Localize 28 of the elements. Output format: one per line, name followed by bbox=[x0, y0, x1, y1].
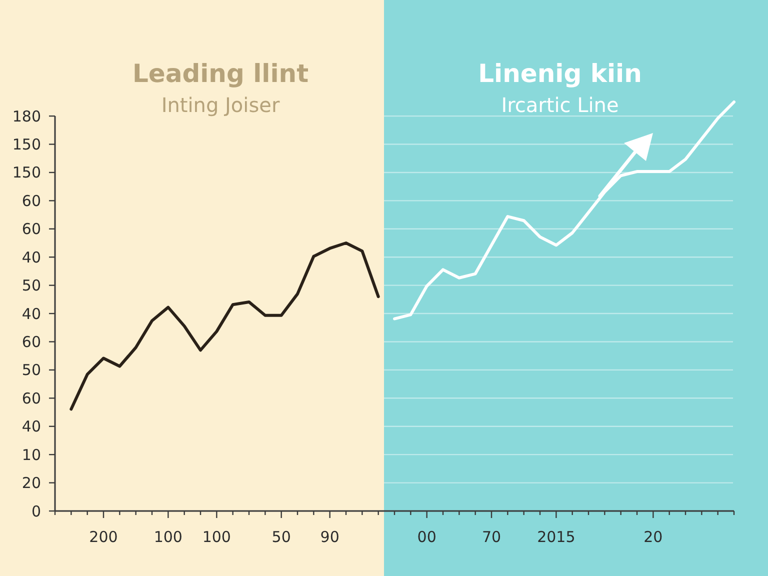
text: 50 bbox=[22, 276, 41, 295]
x-tick-label: 90 bbox=[320, 528, 340, 546]
text: 150 bbox=[12, 164, 41, 182]
chart-title: Linenig kiin bbox=[478, 59, 642, 88]
text: 10 bbox=[22, 446, 41, 464]
text: 60 bbox=[22, 192, 41, 210]
x-tick-label: 00 bbox=[417, 528, 436, 546]
text: 40 bbox=[22, 418, 41, 436]
x-tick-label: 2015 bbox=[537, 528, 576, 546]
x-tick-label: 70 bbox=[482, 528, 502, 546]
chart-subtitle: Inting Joiser bbox=[161, 93, 280, 117]
text: 40 bbox=[22, 248, 41, 266]
text: 20 bbox=[22, 474, 41, 492]
x-tick-label: 200 bbox=[89, 528, 118, 546]
x-tick-label: 50 bbox=[272, 528, 291, 546]
text: 60 bbox=[22, 389, 41, 408]
text: 150 bbox=[12, 136, 41, 154]
chart-title: Leading llint bbox=[132, 59, 309, 88]
text: 60 bbox=[22, 332, 41, 351]
x-tick-label: 100 bbox=[154, 528, 182, 546]
text: 50 bbox=[22, 361, 41, 380]
text: 40 bbox=[22, 304, 41, 323]
text: 180 bbox=[12, 107, 41, 126]
chart-subtitle: Ircartic Line bbox=[501, 93, 619, 117]
text: 0 bbox=[31, 502, 41, 520]
x-tick-label: 20 bbox=[644, 528, 663, 546]
text: 60 bbox=[22, 220, 41, 238]
x-tick-label: 100 bbox=[202, 528, 231, 546]
